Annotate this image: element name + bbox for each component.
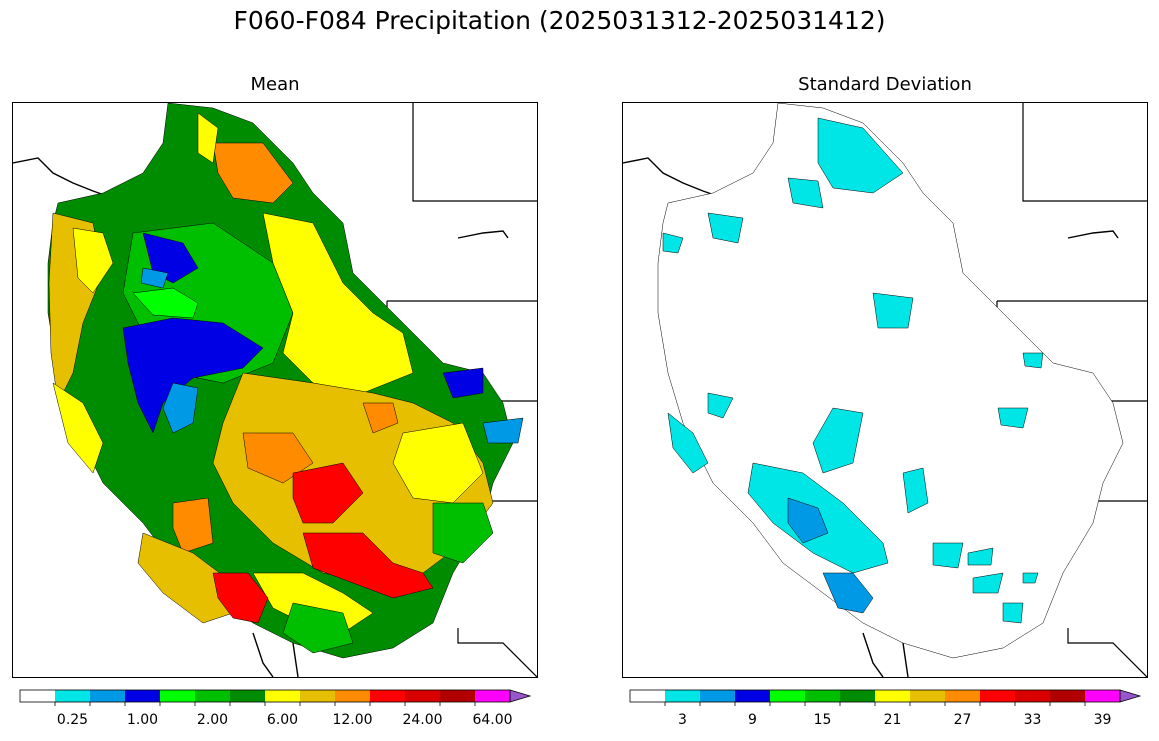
mean-colorbar-tick-label: 2.00 [196, 712, 229, 728]
stdev-panel-title: Standard Deviation [798, 74, 972, 95]
stdev-colorbar-bin-0 [630, 690, 666, 702]
mean-colorbar-tick-label: 6.00 [266, 712, 299, 728]
stdev-colorbar-tick-label: 21 [883, 712, 902, 728]
stdev-colorbar-bin-3 [735, 690, 771, 702]
mean-colorbar-bin-2 [90, 690, 126, 702]
mean-colorbar-tick-label: 64.00 [472, 712, 513, 728]
mean-panel-title: Mean [250, 74, 300, 95]
mean-colorbar-bin-7 [265, 690, 301, 702]
stdev-colorbar-bin-4 [770, 690, 806, 702]
mean-colorbar-bin-9 [335, 690, 371, 702]
stdev-colorbar-bin-13 [1085, 690, 1121, 702]
mean-colorbar-bin-12 [440, 690, 476, 702]
stdev-colorbar-bin-5 [805, 690, 841, 702]
stdev-colorbar-bin-8 [910, 690, 946, 702]
stdev-colorbar-tick-label: 15 [813, 712, 832, 728]
mean-colorbar-bin-10 [370, 690, 406, 702]
stdev-colorbar-tick-label: 39 [1093, 712, 1112, 728]
mean-map [12, 102, 538, 678]
mean-colorbar-bin-5 [195, 690, 231, 702]
mean-precip-fields [47, 103, 524, 659]
stdev-colorbar-tick-label: 3 [678, 712, 687, 728]
mean-colorbar-bin-11 [405, 690, 441, 702]
mean-colorbar [19, 689, 532, 706]
mean-colorbar-tick-label: 0.25 [56, 712, 89, 728]
mean-colorbar-bin-1 [55, 690, 91, 702]
mean-colorbar-extend-arrow [509, 689, 532, 703]
stdev-colorbar-bin-11 [1015, 690, 1051, 702]
stdev-colorbar-extend-arrow [1119, 689, 1142, 703]
mean-colorbar-bin-0 [20, 690, 56, 702]
stdev-colorbar-tick-label: 33 [1023, 712, 1042, 728]
stdev-colorbar-bin-9 [945, 690, 981, 702]
mean-colorbar-bin-6 [230, 690, 266, 702]
stdev-colorbar-ticks: 3 9 15 21 27 33 39 [630, 712, 1142, 732]
stdev-colorbar-bin-6 [840, 690, 876, 702]
stdev-colorbar-bin-7 [875, 690, 911, 702]
mean-colorbar-bin-4 [160, 690, 196, 702]
stdev-colorbar [629, 689, 1142, 706]
stdev-precip-fields [657, 103, 1124, 659]
mean-colorbar-tick-label: 24.00 [402, 712, 443, 728]
mean-colorbar-tick-label: 1.00 [126, 712, 159, 728]
mean-colorbar-ticks: 0.25 1.00 2.00 6.00 12.00 24.00 64.00 [20, 712, 532, 732]
stdev-colorbar-bin-10 [980, 690, 1016, 702]
stdev-colorbar-bin-12 [1050, 690, 1086, 702]
stdev-colorbar-tick-label: 27 [953, 712, 972, 728]
stdev-colorbar-tick-label: 9 [748, 712, 757, 728]
stdev-map [622, 102, 1148, 678]
mean-colorbar-bin-13 [475, 690, 511, 702]
mean-colorbar-bin-3 [125, 690, 161, 702]
stdev-colorbar-bin-1 [665, 690, 701, 702]
figure-title: F060-F084 Precipitation (2025031312-2025… [233, 6, 886, 35]
mean-colorbar-tick-label: 12.00 [332, 712, 373, 728]
stdev-colorbar-bin-2 [700, 690, 736, 702]
mean-colorbar-bin-8 [300, 690, 336, 702]
